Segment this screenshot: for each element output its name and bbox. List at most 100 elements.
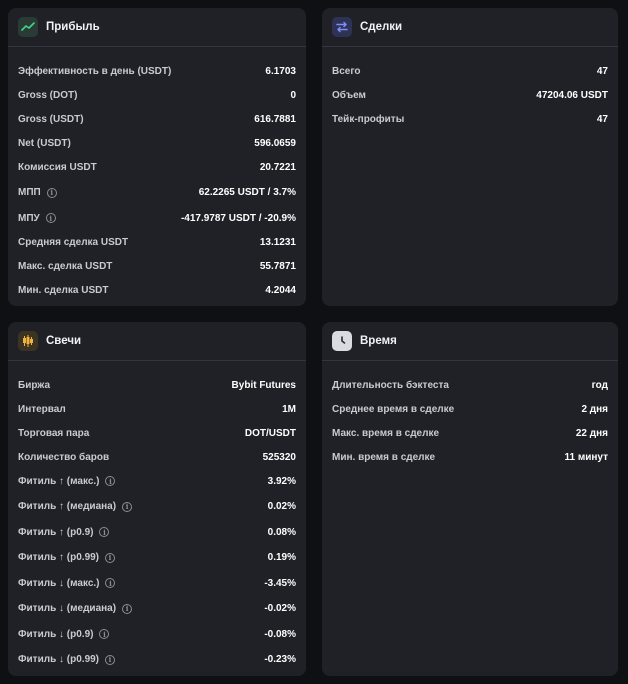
candles-row: Фитиль ↑ (макс.) i 3.92% xyxy=(18,473,296,489)
candles-row-label: Количество баров xyxy=(18,452,109,463)
trades-row-label-text: Объем xyxy=(332,89,366,101)
profit-row-label-text: Макс. сделка USDT xyxy=(18,260,113,272)
profit-row-value: 62.2265 USDT / 3.7% xyxy=(198,187,296,198)
profit-row-label-text: Средняя сделка USDT xyxy=(18,236,129,248)
profit-row-label-text: МПУ xyxy=(18,212,40,224)
candles-row-value: 1M xyxy=(282,403,296,415)
candles-row: Фитиль ↑ (медиана) i 0.02% xyxy=(18,499,296,515)
profit-row-value: 55.7871 xyxy=(259,260,296,272)
info-icon[interactable]: i xyxy=(122,603,133,614)
trades-row-value: 47 xyxy=(596,65,608,77)
profit-card-title: Прибыль xyxy=(46,21,100,33)
candles-row-label: Фитиль ↑ (p0.9) i xyxy=(18,527,110,538)
profit-row: Комиссия USDT 20.7221 xyxy=(18,159,296,175)
info-icon[interactable]: i xyxy=(105,476,116,486)
profit-row-value: 13.1231 xyxy=(259,236,296,248)
trades-row: Всего 47 xyxy=(332,63,608,79)
time-row: Мин. время в сделке 11 минут xyxy=(332,449,608,465)
profit-row-label: Средняя сделка USDT xyxy=(18,237,128,248)
candles-row: Интервал 1M xyxy=(18,401,296,417)
info-icon[interactable]: i xyxy=(99,527,110,537)
time-row-value: 22 дня xyxy=(575,427,608,439)
clock-icon xyxy=(332,331,352,351)
info-icon[interactable]: i xyxy=(105,578,116,588)
info-icon[interactable]: i xyxy=(45,213,56,223)
profit-row-label-text: Gross (DOT) xyxy=(18,89,78,101)
info-icon[interactable]: i xyxy=(99,629,110,639)
time-row-label-text: Мин. время в сделке xyxy=(332,451,436,463)
profit-row-label: Gross (DOT) xyxy=(18,90,77,101)
candles-row-label-text: Фитиль ↓ (медиана) xyxy=(18,603,117,614)
time-row-value: 11 минут xyxy=(564,451,608,463)
time-row-value: год xyxy=(591,379,608,391)
trades-card-header: Сделки xyxy=(322,8,618,47)
candles-row-value: Bybit Futures xyxy=(231,379,296,391)
candles-row-label-text: Торговая пара xyxy=(18,427,90,439)
info-icon[interactable]: i xyxy=(105,654,116,665)
candles-row-value: 0.19% xyxy=(267,552,296,563)
swap-arrows-icon xyxy=(332,17,352,37)
info-icon[interactable]: i xyxy=(122,501,133,512)
candles-row-label-text: Интервал xyxy=(18,403,66,415)
time-row: Длительность бэктеста год xyxy=(332,377,608,393)
profit-row-value: 4.2044 xyxy=(265,284,296,296)
candles-row-label: Фитиль ↓ (макс.) i xyxy=(18,577,116,589)
time-row: Среднее время в сделке 2 дня xyxy=(332,401,608,417)
candles-row: Фитиль ↓ (p0.99) i -0.23% xyxy=(18,652,296,668)
trades-row-label-text: Тейк-профиты xyxy=(332,113,405,125)
info-icon[interactable]: i xyxy=(46,187,57,198)
time-card-title: Время xyxy=(360,335,397,347)
profit-row: Gross (USDT) 616.7881 xyxy=(18,111,296,127)
profit-row-label: Gross (USDT) xyxy=(18,114,84,125)
candles-row-label-text: Количество баров xyxy=(18,451,110,463)
candles-row-label-text: Биржа xyxy=(18,379,51,391)
profit-row-value: 0 xyxy=(290,89,296,101)
profit-row-label: Эффективность в день (USDT) xyxy=(18,66,171,77)
time-row-label: Макс. время в сделке xyxy=(332,428,439,439)
info-icon[interactable]: i xyxy=(105,552,116,563)
profit-row-label-text: Net (USDT) xyxy=(18,137,71,149)
candles-row-label: Интервал xyxy=(18,404,66,415)
candlestick-icon xyxy=(18,331,38,351)
candles-row-value: -3.45% xyxy=(264,577,296,589)
profit-row-label-text: Эффективность в день (USDT) xyxy=(18,65,172,77)
candles-row-label-text: Фитиль ↓ (макс.) xyxy=(18,577,100,589)
profit-row-label-text: Мин. сделка USDT xyxy=(18,284,109,296)
profit-row-label: Комиссия USDT xyxy=(18,162,97,173)
candles-row-label: Фитиль ↓ (медиана) i xyxy=(18,603,133,614)
trades-row-label: Тейк-профиты xyxy=(332,114,404,125)
candles-row-label: Торговая пара xyxy=(18,428,89,439)
profit-row-value: 616.7881 xyxy=(254,113,296,125)
time-row-label: Мин. время в сделке xyxy=(332,452,435,463)
time-row-label: Длительность бэктеста xyxy=(332,380,449,391)
candles-row: Фитиль ↓ (медиана) i -0.02% xyxy=(18,601,296,617)
candles-row: Фитиль ↓ (p0.9) i -0.08% xyxy=(18,626,296,642)
profit-row-label: Мин. сделка USDT xyxy=(18,285,108,296)
trades-row-value: 47204.06 USDT xyxy=(536,89,608,101)
candles-card-header: Свечи xyxy=(8,322,306,361)
candles-row-label: Фитиль ↓ (p0.9) i xyxy=(18,629,110,640)
candles-row-label: Биржа xyxy=(18,380,50,391)
candles-row-label-text: Фитиль ↑ (медиана) xyxy=(18,501,117,512)
time-row-value: 2 дня xyxy=(581,403,608,415)
profit-row-label: МПП i xyxy=(18,187,57,198)
trades-card-title: Сделки xyxy=(360,21,403,33)
candles-row-label: Фитиль ↓ (p0.99) i xyxy=(18,654,116,665)
profit-row-label-text: Комиссия USDT xyxy=(18,161,97,173)
profit-row-value: 20.7221 xyxy=(259,161,296,173)
profit-row: МПП i 62.2265 USDT / 3.7% xyxy=(18,185,296,201)
trades-card: Сделки Всего 47 Объем 47204.06 USDT Тейк-про… xyxy=(322,8,618,306)
trades-row-label: Объем xyxy=(332,90,366,101)
time-row-label-text: Макс. время в сделке xyxy=(332,427,440,439)
trend-up-icon xyxy=(18,17,38,37)
profit-row-label: Net (USDT) xyxy=(18,138,71,149)
candles-row: Фитиль ↓ (макс.) i -3.45% xyxy=(18,575,296,591)
time-row-label: Среднее время в сделке xyxy=(332,404,454,415)
time-row: Макс. время в сделке 22 дня xyxy=(332,425,608,441)
candles-row-value: DOT/USDT xyxy=(244,427,296,439)
profit-row: Net (USDT) 596.0659 xyxy=(18,135,296,151)
profit-row-value: -417.9787 USDT / -20.9% xyxy=(180,212,296,224)
candles-row: Фитиль ↑ (p0.9) i 0.08% xyxy=(18,524,296,540)
candles-card: Свечи Биржа Bybit Futures Интервал 1M Торгов… xyxy=(8,322,306,676)
candles-row-value: 0.02% xyxy=(267,501,296,512)
